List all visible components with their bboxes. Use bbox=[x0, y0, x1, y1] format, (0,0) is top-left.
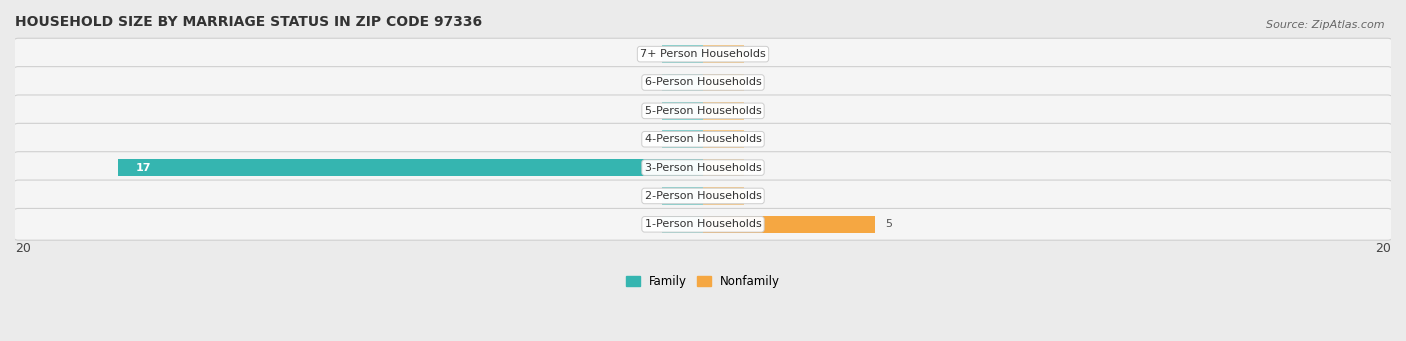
FancyBboxPatch shape bbox=[13, 180, 1393, 212]
FancyBboxPatch shape bbox=[13, 95, 1393, 127]
Text: HOUSEHOLD SIZE BY MARRIAGE STATUS IN ZIP CODE 97336: HOUSEHOLD SIZE BY MARRIAGE STATUS IN ZIP… bbox=[15, 15, 482, 29]
Text: 5: 5 bbox=[886, 219, 893, 229]
Text: 1-Person Households: 1-Person Households bbox=[644, 219, 762, 229]
Text: 0: 0 bbox=[755, 49, 762, 59]
Text: 2-Person Households: 2-Person Households bbox=[644, 191, 762, 201]
Text: 0: 0 bbox=[755, 106, 762, 116]
Bar bbox=[703, 102, 744, 120]
Text: Source: ZipAtlas.com: Source: ZipAtlas.com bbox=[1267, 20, 1385, 30]
Bar bbox=[662, 74, 703, 91]
Bar bbox=[703, 216, 875, 233]
Text: 0: 0 bbox=[755, 191, 762, 201]
Text: 0: 0 bbox=[644, 77, 651, 88]
FancyBboxPatch shape bbox=[13, 66, 1393, 98]
Legend: Family, Nonfamily: Family, Nonfamily bbox=[621, 270, 785, 293]
Text: 0: 0 bbox=[755, 163, 762, 173]
Bar bbox=[703, 45, 744, 63]
Text: 3-Person Households: 3-Person Households bbox=[644, 163, 762, 173]
Text: 17: 17 bbox=[135, 163, 150, 173]
Text: 0: 0 bbox=[644, 191, 651, 201]
FancyBboxPatch shape bbox=[13, 38, 1393, 70]
Bar bbox=[703, 159, 744, 176]
Text: 0: 0 bbox=[644, 106, 651, 116]
FancyBboxPatch shape bbox=[13, 208, 1393, 240]
Bar bbox=[662, 130, 703, 148]
Bar bbox=[662, 187, 703, 205]
Bar bbox=[703, 74, 744, 91]
Text: 5-Person Households: 5-Person Households bbox=[644, 106, 762, 116]
Text: 0: 0 bbox=[755, 77, 762, 88]
Bar bbox=[703, 187, 744, 205]
Text: 6-Person Households: 6-Person Households bbox=[644, 77, 762, 88]
Text: 20: 20 bbox=[1375, 242, 1391, 255]
Bar bbox=[662, 102, 703, 120]
Text: 20: 20 bbox=[15, 242, 31, 255]
FancyBboxPatch shape bbox=[13, 152, 1393, 183]
Text: 4-Person Households: 4-Person Households bbox=[644, 134, 762, 144]
Text: 0: 0 bbox=[755, 134, 762, 144]
Bar bbox=[118, 159, 703, 176]
Text: 0: 0 bbox=[644, 49, 651, 59]
Bar bbox=[703, 130, 744, 148]
Text: 0: 0 bbox=[644, 134, 651, 144]
Text: 7+ Person Households: 7+ Person Households bbox=[640, 49, 766, 59]
Bar bbox=[662, 216, 703, 233]
Bar bbox=[662, 45, 703, 63]
Text: 0: 0 bbox=[644, 219, 651, 229]
FancyBboxPatch shape bbox=[13, 123, 1393, 155]
